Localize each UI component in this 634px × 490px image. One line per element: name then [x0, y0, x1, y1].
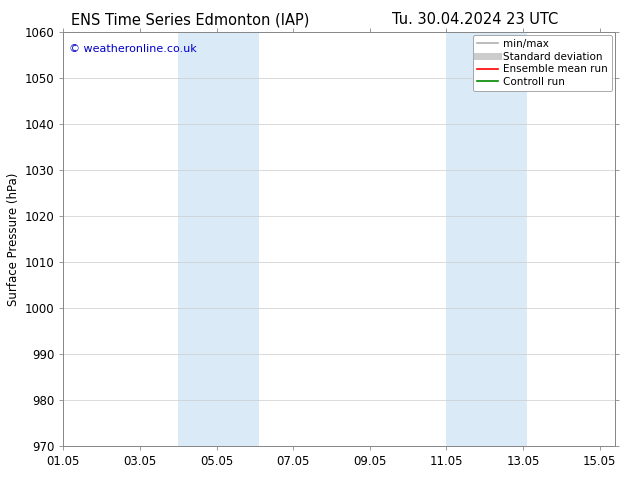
Y-axis label: Surface Pressure (hPa): Surface Pressure (hPa): [8, 172, 20, 306]
Text: ENS Time Series Edmonton (IAP): ENS Time Series Edmonton (IAP): [71, 12, 309, 27]
Legend: min/max, Standard deviation, Ensemble mean run, Controll run: min/max, Standard deviation, Ensemble me…: [473, 35, 612, 91]
Text: © weatheronline.co.uk: © weatheronline.co.uk: [69, 44, 197, 54]
Bar: [446, 32, 527, 446]
Text: Tu. 30.04.2024 23 UTC: Tu. 30.04.2024 23 UTC: [392, 12, 559, 27]
Bar: [178, 32, 259, 446]
